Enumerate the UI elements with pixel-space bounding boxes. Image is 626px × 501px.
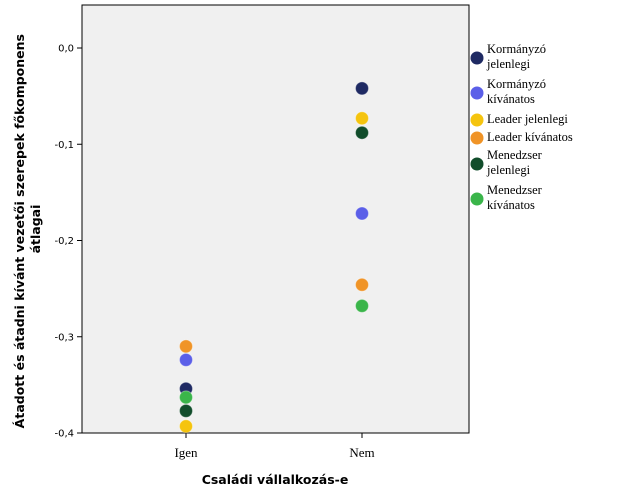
data-point [355,111,369,126]
legend-label: kívánatos [487,92,535,106]
legend-marker [470,86,484,100]
y-axis-title: Átadott és átadni kívánt vezetői szerepe… [12,30,43,429]
data-point [179,419,193,434]
y-tick-label: 0,0 [58,44,74,55]
legend-label: jelenlegi [486,163,531,177]
y-axis-title-line-2: átlagai [28,205,43,254]
legend-label: jelenlegi [486,57,531,71]
plot-area [81,4,470,434]
data-point [179,339,193,354]
x-tick-label: Nem [349,445,374,460]
data-point [179,352,193,367]
y-tick-label: -0,3 [54,332,74,343]
y-axis-title-line-1: Átadott és átadni kívánt vezetői szerepe… [12,34,27,428]
x-axis-title: Családi vállalkozás-e [202,472,349,487]
data-point [179,403,193,418]
legend-marker [470,131,484,145]
legend-label: Menedzser [487,183,543,197]
legend-label: Leader kívánatos [487,130,573,144]
legend-marker [470,113,484,127]
x-tick-label: Igen [174,445,198,460]
data-point [355,277,369,292]
legend-label: kívánatos [487,198,535,212]
data-point [355,298,369,313]
legend-label: Kormányzó [487,42,546,56]
data-point [179,390,193,405]
y-tick-label: -0,2 [54,236,74,247]
data-point [355,125,369,140]
data-point [355,206,369,221]
legend-marker [470,192,484,206]
data-point [355,81,369,96]
legend-marker [470,157,484,171]
y-axis: 0,0 -0,1 -0,2 -0,3 -0,4 [54,44,82,440]
y-tick-label: -0,1 [54,140,74,151]
legend-marker [470,51,484,65]
legend-label: Menedzser [487,148,543,162]
y-tick-label: -0,4 [54,429,74,440]
data-points [179,81,369,434]
legend-label: Leader jelenlegi [487,112,568,126]
x-axis: Igen Nem [174,433,375,460]
legend-label: Kormányzó [487,77,546,91]
legend: KormányzójelenlegiKormányzókívánatosLead… [470,42,573,212]
